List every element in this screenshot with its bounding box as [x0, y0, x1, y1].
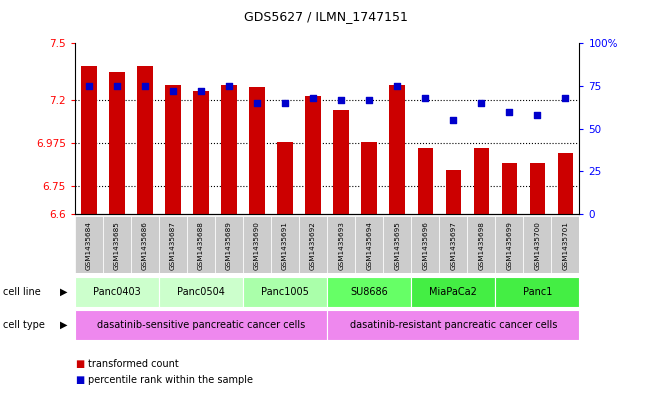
- Bar: [411, 216, 439, 273]
- Point: [336, 97, 346, 103]
- Bar: [75, 310, 327, 340]
- Bar: [159, 277, 243, 307]
- Bar: [243, 216, 271, 273]
- Bar: [389, 85, 405, 214]
- Point: [308, 95, 318, 101]
- Text: GSM1435693: GSM1435693: [338, 221, 344, 270]
- Text: dasatinib-sensitive pancreatic cancer cells: dasatinib-sensitive pancreatic cancer ce…: [97, 320, 305, 330]
- Text: GSM1435694: GSM1435694: [366, 221, 372, 270]
- Bar: [109, 72, 124, 214]
- Bar: [187, 216, 215, 273]
- Bar: [467, 216, 495, 273]
- Text: cell line: cell line: [3, 287, 41, 297]
- Bar: [411, 277, 495, 307]
- Text: dasatinib-resistant pancreatic cancer cells: dasatinib-resistant pancreatic cancer ce…: [350, 320, 557, 330]
- Bar: [551, 216, 579, 273]
- Text: GSM1435700: GSM1435700: [534, 221, 540, 270]
- Text: GSM1435691: GSM1435691: [282, 221, 288, 270]
- Text: GSM1435701: GSM1435701: [562, 221, 568, 270]
- Bar: [530, 163, 545, 214]
- Text: GSM1435690: GSM1435690: [254, 221, 260, 270]
- Text: Panc0403: Panc0403: [93, 287, 141, 297]
- Point: [84, 83, 94, 89]
- Text: GSM1435699: GSM1435699: [506, 221, 512, 270]
- Text: Panc1: Panc1: [523, 287, 552, 297]
- Text: SU8686: SU8686: [350, 287, 388, 297]
- Point: [168, 88, 178, 94]
- Bar: [193, 91, 209, 214]
- Text: GSM1435697: GSM1435697: [450, 221, 456, 270]
- Point: [252, 100, 262, 106]
- Point: [560, 95, 570, 101]
- Bar: [81, 66, 96, 214]
- Text: ■: ■: [75, 375, 84, 386]
- Bar: [445, 171, 461, 214]
- Bar: [137, 66, 152, 214]
- Text: ▶: ▶: [60, 287, 68, 297]
- Point: [448, 117, 458, 123]
- Text: Panc0504: Panc0504: [177, 287, 225, 297]
- Bar: [221, 85, 237, 214]
- Bar: [361, 142, 377, 214]
- Point: [280, 100, 290, 106]
- Text: GSM1435684: GSM1435684: [86, 221, 92, 270]
- Bar: [439, 216, 467, 273]
- Text: cell type: cell type: [3, 320, 45, 330]
- Bar: [355, 216, 383, 273]
- Bar: [495, 216, 523, 273]
- Bar: [165, 85, 181, 214]
- Bar: [327, 310, 579, 340]
- Text: GDS5627 / ILMN_1747151: GDS5627 / ILMN_1747151: [243, 10, 408, 23]
- Text: transformed count: transformed count: [88, 358, 178, 369]
- Bar: [75, 216, 103, 273]
- Text: ■: ■: [75, 358, 84, 369]
- Bar: [473, 148, 489, 214]
- Point: [420, 95, 430, 101]
- Point: [532, 112, 542, 118]
- Text: GSM1435688: GSM1435688: [198, 221, 204, 270]
- Bar: [299, 216, 327, 273]
- Point: [196, 88, 206, 94]
- Text: MiaPaCa2: MiaPaCa2: [429, 287, 477, 297]
- Point: [476, 100, 486, 106]
- Bar: [271, 216, 299, 273]
- Bar: [327, 277, 411, 307]
- Text: GSM1435698: GSM1435698: [478, 221, 484, 270]
- Bar: [249, 87, 265, 214]
- Point: [504, 108, 514, 115]
- Point: [140, 83, 150, 89]
- Bar: [495, 277, 579, 307]
- Bar: [277, 142, 293, 214]
- Text: GSM1435692: GSM1435692: [310, 221, 316, 270]
- Bar: [215, 216, 243, 273]
- Bar: [502, 163, 517, 214]
- Text: percentile rank within the sample: percentile rank within the sample: [88, 375, 253, 386]
- Point: [224, 83, 234, 89]
- Point: [112, 83, 122, 89]
- Text: GSM1435686: GSM1435686: [142, 221, 148, 270]
- Text: GSM1435696: GSM1435696: [422, 221, 428, 270]
- Bar: [131, 216, 159, 273]
- Bar: [75, 277, 159, 307]
- Bar: [305, 96, 321, 214]
- Bar: [417, 148, 433, 214]
- Bar: [243, 277, 327, 307]
- Text: Panc1005: Panc1005: [261, 287, 309, 297]
- Bar: [103, 216, 131, 273]
- Text: GSM1435685: GSM1435685: [114, 221, 120, 270]
- Bar: [383, 216, 411, 273]
- Bar: [333, 110, 349, 214]
- Bar: [558, 153, 573, 214]
- Point: [364, 97, 374, 103]
- Bar: [159, 216, 187, 273]
- Text: GSM1435689: GSM1435689: [226, 221, 232, 270]
- Text: GSM1435687: GSM1435687: [170, 221, 176, 270]
- Text: ▶: ▶: [60, 320, 68, 330]
- Point: [392, 83, 402, 89]
- Text: GSM1435695: GSM1435695: [395, 221, 400, 270]
- Bar: [327, 216, 355, 273]
- Bar: [523, 216, 551, 273]
